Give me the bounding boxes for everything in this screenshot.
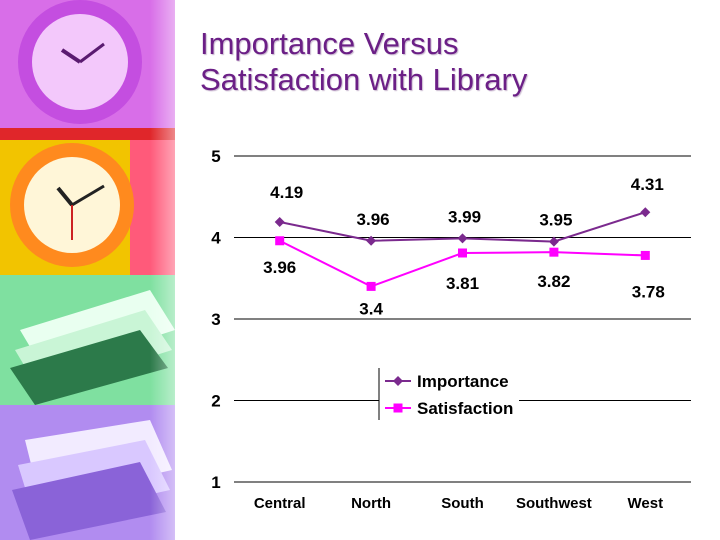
y-axis-tick-labels: 1 2 3 4 5 (211, 147, 221, 492)
series-lines (274, 207, 651, 291)
x-axis-tick-labels: Central North South Southwest West (254, 495, 663, 512)
data-point-importance (274, 217, 285, 228)
chart-legend: Importance Satisfaction (378, 368, 519, 420)
legend-label-importance: Importance (417, 372, 509, 391)
data-point-satisfaction (549, 247, 559, 257)
x-tick-label: Central (254, 495, 306, 512)
data-label-importance: 3.99 (448, 207, 481, 226)
y-tick-label: 4 (211, 229, 221, 248)
y-tick-label: 2 (211, 392, 220, 411)
data-label-satisfaction: 3.82 (537, 272, 570, 291)
data-label-satisfaction: 3.4 (359, 299, 383, 318)
data-point-satisfaction (458, 248, 467, 258)
data-point-importance (640, 207, 651, 218)
x-tick-label: South (441, 495, 484, 512)
legend-marker-satisfaction (393, 403, 403, 413)
legend-label-satisfaction: Satisfaction (417, 399, 513, 418)
data-label-satisfaction: 3.96 (263, 258, 296, 277)
legend-marker-importance (393, 376, 403, 386)
decorative-image-strip (0, 0, 200, 540)
y-tick-label: 3 (211, 310, 220, 329)
data-label-importance: 3.96 (357, 210, 390, 229)
x-tick-label: North (351, 495, 391, 512)
data-label-satisfaction: 3.78 (632, 282, 665, 301)
data-point-importance (548, 236, 559, 247)
data-point-importance (366, 235, 377, 246)
data-label-importance: 4.19 (270, 183, 303, 202)
y-tick-label: 1 (211, 473, 220, 492)
data-point-importance (457, 233, 468, 244)
x-tick-label: West (628, 495, 664, 512)
data-label-importance: 4.31 (631, 175, 664, 194)
slide-title-line-1: Importance Versus (200, 26, 459, 61)
x-tick-label: Southwest (516, 495, 592, 512)
data-label-satisfaction: 3.81 (446, 274, 479, 293)
data-point-satisfaction (275, 236, 285, 246)
slide-title-line-2: Satisfaction with Library (200, 62, 528, 97)
gridlines (234, 155, 691, 483)
data-point-satisfaction (366, 281, 376, 291)
data-label-importance: 3.95 (539, 211, 572, 230)
data-point-satisfaction (640, 250, 650, 260)
data-labels: 4.19 3.96 3.99 3.95 4.31 3.96 3.4 3.81 3.82 3.78 (263, 175, 665, 318)
slide-title: Importance Versus Satisfaction with Libr… (200, 26, 700, 98)
y-tick-label: 5 (211, 147, 220, 166)
line-chart: 1 2 3 4 5 Central North South Southwest West 4.1… (211, 147, 691, 512)
